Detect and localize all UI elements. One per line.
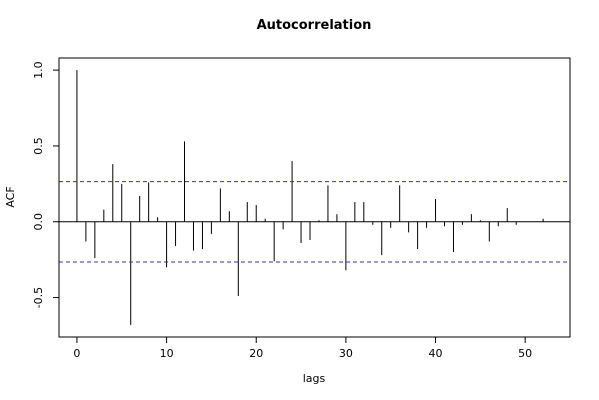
y-tick-label-1: 0.0 — [32, 213, 45, 231]
plot-frame — [58, 57, 571, 338]
y-tick-label-0: -0.5 — [32, 287, 45, 308]
x-tick-label-40: 40 — [429, 347, 443, 360]
confidence-band — [59, 181, 570, 263]
x-tick-label-0: 0 — [73, 347, 80, 360]
y-axis: -0.5 0.0 0.5 1.0 — [32, 61, 60, 308]
y-tick-label-3: 1.0 — [32, 61, 45, 79]
x-tick-label-20: 20 — [249, 347, 263, 360]
x-tick-label-50: 50 — [518, 347, 532, 360]
chart-title: Autocorrelation — [257, 18, 372, 33]
y-axis-label: ACF — [4, 186, 17, 207]
x-axis: 0 10 20 30 40 50 — [73, 336, 532, 360]
x-tick-label-30: 30 — [339, 347, 353, 360]
y-tick-label-2: 0.5 — [32, 137, 45, 155]
x-axis-label: lags — [303, 372, 326, 385]
acf-bars — [76, 70, 544, 325]
x-tick-label-10: 10 — [160, 347, 174, 360]
